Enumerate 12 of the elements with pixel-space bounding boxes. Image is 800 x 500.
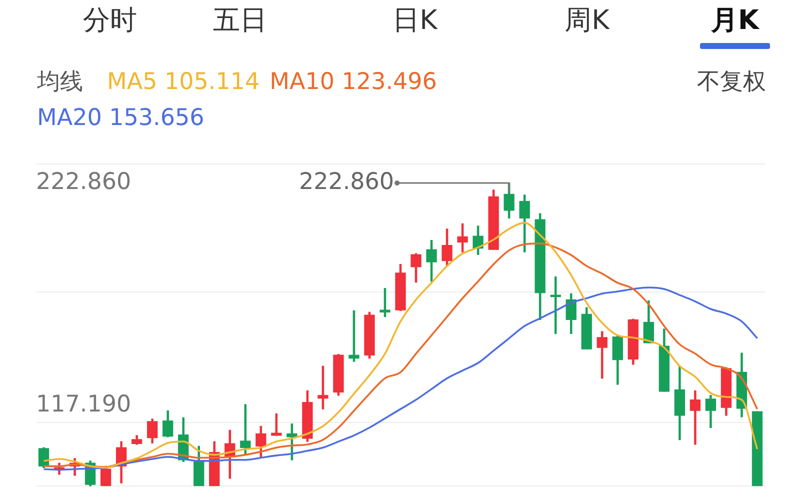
text: 日K: [392, 4, 438, 38]
y-tick-label: 117.190: [36, 392, 132, 418]
text: 分时: [83, 4, 137, 38]
annotation: 222.860: [298, 169, 394, 196]
text: MA10 123.496: [270, 68, 437, 97]
text: 不复权: [697, 68, 766, 97]
text: MA20 153.656: [37, 104, 204, 133]
text: 周K: [564, 4, 610, 38]
text: 五日: [213, 4, 267, 38]
text: MA5 105.114: [107, 68, 260, 97]
text: 月K: [711, 4, 759, 38]
legend-title: 均线: [37, 68, 83, 97]
